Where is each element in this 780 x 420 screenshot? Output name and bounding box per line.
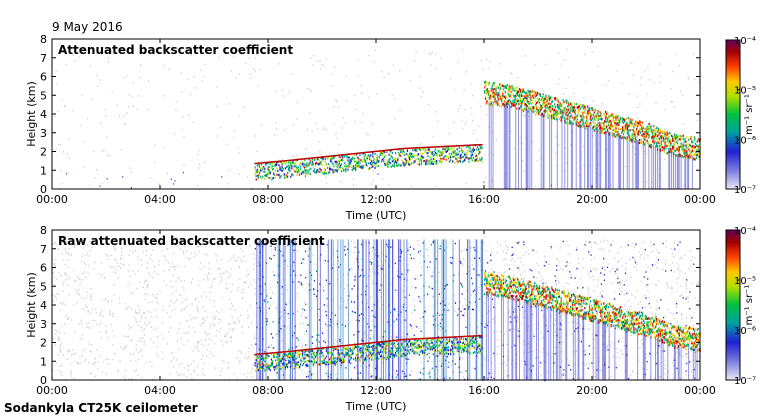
y-tick-label: 7 [40,52,47,65]
x-tick-label: 16:00 [468,384,500,397]
x-tick-label: 12:00 [360,384,392,397]
x-tick-label: 04:00 [144,384,176,397]
x-tick-label: 00:00 [684,193,716,206]
y-tick-label: 3 [40,127,47,140]
colorbar-tick-label: 10⁻⁶ [734,326,756,337]
y-tick-label: 2 [40,337,47,350]
x-axis-label: Time (UTC) [345,400,407,413]
x-tick-label: 00:00 [36,193,68,206]
y-tick-label: 4 [40,299,47,312]
y-tick-label: 6 [40,262,47,275]
backscatter-panel-2: Raw attenuated backscatter coefficient 0 1… [25,224,756,413]
colorbar: 10⁻⁴ 10⁻⁵ 10⁻⁶ 10⁻⁷ m⁻¹ sr⁻¹ [725,226,756,387]
instrument-label: Sodankyla CT25K ceilometer [4,401,198,415]
panel-title: Raw attenuated backscatter coefficient [58,234,325,248]
colorbar-tick-label: 10⁻⁵ [734,86,756,97]
x-tick-label: 16:00 [468,193,500,206]
panel-title: Attenuated backscatter coefficient [58,43,293,57]
x-tick-label: 04:00 [144,193,176,206]
y-tick-label: 5 [40,280,47,293]
backscatter-data [53,48,701,191]
y-tick-label: 7 [40,243,47,256]
colorbar-tick-label: 10⁻⁶ [734,135,756,146]
x-tick-label: 20:00 [576,193,608,206]
colorbar-label: m⁻¹ sr⁻¹ [744,285,755,326]
y-tick-label: 8 [40,33,47,46]
y-tick-label: 8 [40,224,47,237]
y-tick-label: 3 [40,318,47,331]
y-tick-label: 6 [40,71,47,84]
date-label: 9 May 2016 [52,20,123,34]
x-axis-label: Time (UTC) [345,209,407,222]
backscatter-data [52,239,702,382]
x-tick-label: 00:00 [684,384,716,397]
colorbar-tick-label: 10⁻⁴ [734,226,756,237]
y-tick-label: 1 [40,164,47,177]
colorbar: 10⁻⁴ 10⁻⁵ 10⁻⁶ 10⁻⁷ m⁻¹ sr⁻¹ [725,36,756,196]
y-tick-label: 4 [40,108,47,121]
x-tick-label: 20:00 [576,384,608,397]
y-tick-label: 2 [40,146,47,159]
backscatter-panel-1: Attenuated backscatter coefficient 0 1 2 3 4 5… [25,33,756,222]
x-tick-label: 08:00 [252,384,284,397]
colorbar-label: m⁻¹ sr⁻¹ [744,94,755,135]
y-tick-label: 5 [40,89,47,102]
colorbar-tick-label: 10⁻⁷ [734,185,756,196]
colorbar-tick-label: 10⁻⁵ [734,276,756,287]
y-axis-label: Height (km) [25,272,38,338]
x-tick-label: 00:00 [36,384,68,397]
x-tick-label: 12:00 [360,193,392,206]
y-tick-label: 0 [40,374,47,387]
y-tick-label: 1 [40,355,47,368]
y-axis-label: Height (km) [25,81,38,147]
colorbar-gradient [725,229,741,381]
y-tick-label: 0 [40,183,47,196]
colorbar-tick-label: 10⁻⁴ [734,36,756,47]
x-tick-label: 08:00 [252,193,284,206]
colorbar-tick-label: 10⁻⁷ [734,376,756,387]
colorbar-gradient [725,39,741,190]
